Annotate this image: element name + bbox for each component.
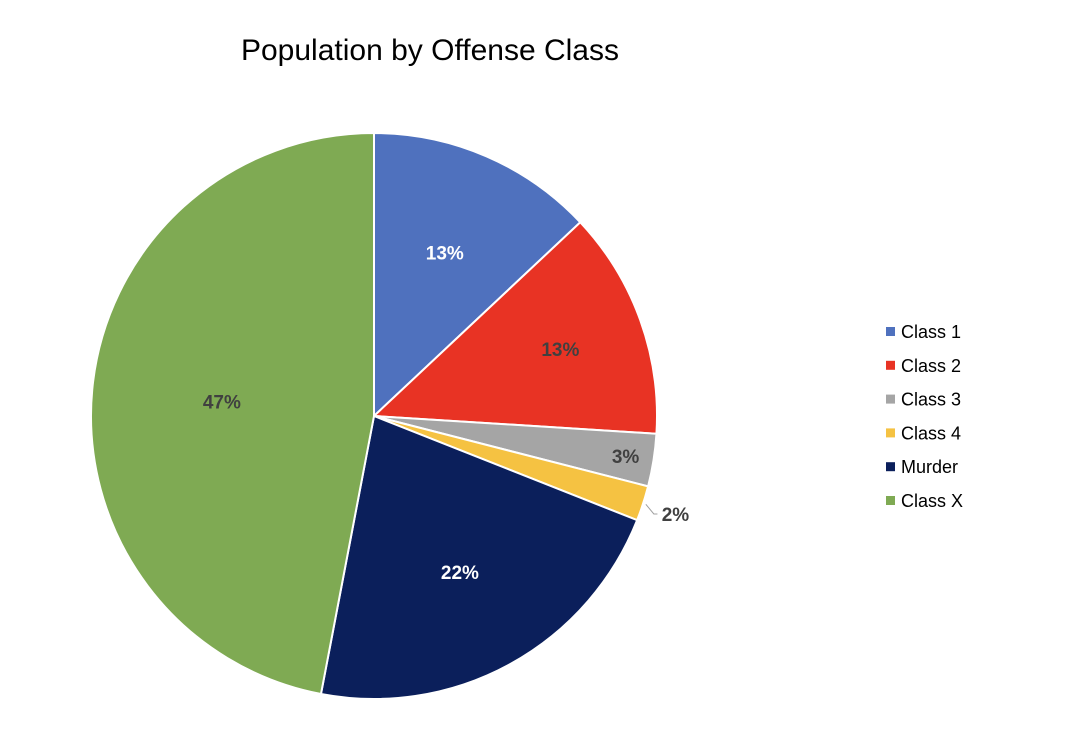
legend-swatch-class-4 <box>886 428 895 438</box>
pie-slices <box>90 131 658 700</box>
legend-label-class-1: Class 1 <box>901 322 961 342</box>
legend-label-class-4: Class 4 <box>901 423 961 443</box>
pie-slice-class-2 <box>371 220 658 435</box>
pie-slice-class-1 <box>373 131 582 419</box>
legend-label-murder: Murder <box>901 457 958 477</box>
chart-title: Population by Offense Class <box>241 34 619 67</box>
data-label-murder: 22% <box>441 563 479 584</box>
legend-swatch-class-3 <box>886 394 895 404</box>
legend-swatch-class-x <box>886 496 895 505</box>
data-label-class-4: 2% <box>662 505 690 526</box>
data-label-class-3: 3% <box>612 447 640 468</box>
legend-swatch-class-1 <box>886 327 895 336</box>
pie-slice-class-x <box>90 131 375 696</box>
data-label-class-1: 13% <box>426 243 464 264</box>
pie-slice-murder <box>319 414 639 700</box>
legend-swatch-murder <box>886 462 895 472</box>
data-label-class-2: 13% <box>541 340 579 361</box>
pie-labels: 13% 13% 3% 2% 22% 47% <box>203 243 689 584</box>
data-label-class-x: 47% <box>203 393 241 414</box>
legend-label-class-3: Class 3 <box>901 390 961 410</box>
legend-swatch-class-2 <box>886 360 895 370</box>
legend-label-class-x: Class X <box>901 491 963 511</box>
leader-line-class-4 <box>645 504 658 515</box>
legend-label-class-2: Class 2 <box>901 356 961 376</box>
legend: Class 1 Class 2 Class 3 Class 4 Murder Class … <box>886 322 963 511</box>
